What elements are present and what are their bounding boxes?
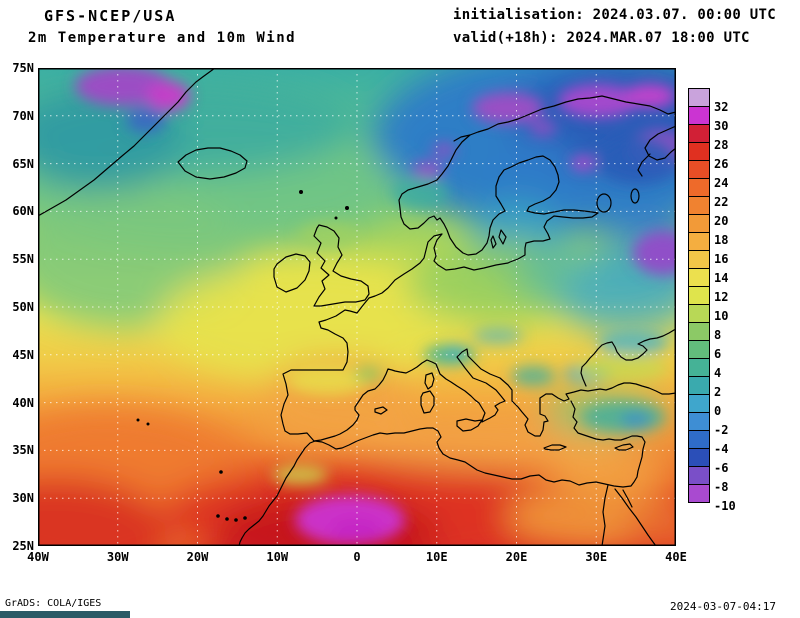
colorbar-level-label: -10 bbox=[714, 499, 736, 513]
generation-timestamp: 2024-03-07-04:17 bbox=[670, 600, 776, 613]
colorbar-level-label: 30 bbox=[714, 119, 729, 133]
colorbar-segment bbox=[688, 340, 710, 359]
colorbar-segment bbox=[688, 106, 710, 125]
map-frame bbox=[38, 68, 676, 546]
colorbar-segment bbox=[688, 124, 710, 143]
x-tick-label: 10W bbox=[266, 550, 289, 564]
coastline-red-sea bbox=[614, 488, 657, 546]
coastline-white-sea bbox=[637, 125, 676, 177]
coastline-iceland bbox=[177, 147, 248, 180]
x-tick-label: 40E bbox=[665, 550, 687, 564]
temperature-blobs-large bbox=[38, 68, 676, 546]
colorbar-segment bbox=[688, 88, 710, 107]
colorbar-level-label: 32 bbox=[714, 100, 729, 114]
y-tick-label: 55N bbox=[12, 252, 34, 267]
colorbar-segment bbox=[688, 214, 710, 233]
x-tick-label: 30W bbox=[106, 550, 129, 564]
x-tick-label: 40W bbox=[27, 550, 49, 564]
x-tick-label: 0 bbox=[353, 550, 361, 564]
colorbar-level-label: -8 bbox=[714, 480, 729, 494]
colorbar-segment bbox=[688, 466, 710, 485]
coastline-black-sea-north bbox=[580, 328, 676, 387]
islands-atlantic bbox=[136, 190, 349, 522]
colorbar-level-label: -2 bbox=[714, 423, 729, 437]
colorbar-segment bbox=[688, 412, 710, 431]
y-tick-label: 40N bbox=[12, 395, 34, 410]
lake-onega bbox=[630, 188, 640, 204]
colorbar-level-label: 4 bbox=[714, 366, 722, 380]
colorbar-segment bbox=[688, 160, 710, 179]
y-tick-label: 50N bbox=[12, 300, 34, 314]
colorbar-level-label: 2 bbox=[714, 385, 722, 399]
colorbar-level-label: 28 bbox=[714, 138, 729, 152]
colorbar-level-label: 20 bbox=[714, 214, 729, 228]
colorbar-level-label: 22 bbox=[714, 195, 729, 209]
y-tick-label: 30N bbox=[12, 491, 34, 506]
colorbar-segment bbox=[688, 304, 710, 323]
coastline-great-britain bbox=[313, 224, 370, 307]
colorbar-segment bbox=[688, 484, 710, 503]
islands-baltic bbox=[490, 229, 507, 249]
temperature-blobs-small bbox=[75, 68, 676, 545]
colorbar-level-label: 8 bbox=[714, 328, 722, 342]
colorbar-segment bbox=[688, 394, 710, 413]
colorbar-segment bbox=[688, 178, 710, 197]
colorbar-segment bbox=[688, 232, 710, 251]
colorbar-level-label: 10 bbox=[714, 309, 729, 323]
temperature-map bbox=[38, 68, 676, 546]
coastlines bbox=[38, 68, 676, 546]
x-tick-label: 10E bbox=[425, 550, 448, 564]
colorbar-segment bbox=[688, 430, 710, 449]
lake-ladoga bbox=[596, 193, 612, 213]
river-nile bbox=[601, 484, 609, 546]
colorbar-segment bbox=[688, 358, 710, 377]
coastline-turkey-levant-africa bbox=[238, 400, 646, 546]
temperature-field bbox=[38, 68, 676, 546]
x-tick-label: 20W bbox=[186, 550, 209, 564]
y-tick-label: 60N bbox=[12, 204, 34, 219]
coastline-continental-europe bbox=[280, 95, 676, 442]
colorbar-segment bbox=[688, 448, 710, 467]
colorbar-segment bbox=[688, 268, 710, 287]
y-tick-label: 75N bbox=[12, 61, 34, 75]
colorbar-level-label: -6 bbox=[714, 461, 729, 475]
map-plot-area bbox=[38, 68, 676, 546]
x-tick-label: 20E bbox=[505, 550, 528, 564]
colorbar-segment bbox=[688, 286, 710, 305]
lofoten-islands bbox=[453, 134, 471, 142]
y-tick-label: 65N bbox=[12, 156, 34, 171]
coastline-greenland bbox=[38, 68, 216, 217]
x-tick-label: 30E bbox=[585, 550, 608, 564]
colorbar-level-label: -4 bbox=[714, 442, 729, 456]
valid-time-label: valid(+18h): 2024.MAR.07 18:00 UTC bbox=[453, 30, 750, 46]
colorbar-level-label: 24 bbox=[714, 176, 729, 190]
colorbar-segment bbox=[688, 322, 710, 341]
y-tick-label: 35N bbox=[12, 443, 34, 458]
colorbar-level-label: 0 bbox=[714, 404, 722, 418]
colorbar-level-label: 6 bbox=[714, 347, 722, 361]
colorbar-swatches bbox=[688, 88, 710, 503]
grads-credit: GrADS: COLA/IGES bbox=[5, 598, 102, 609]
coastline-ireland bbox=[273, 253, 311, 293]
colorbar bbox=[688, 88, 710, 503]
colorbar-level-label: 12 bbox=[714, 290, 729, 304]
grads-terminal-strip bbox=[0, 611, 130, 618]
islands-mediterranean bbox=[374, 372, 634, 451]
colorbar-level-label: 16 bbox=[714, 252, 729, 266]
model-title: GFS-NCEP/USA bbox=[44, 7, 177, 25]
colorbar-segment bbox=[688, 376, 710, 395]
colorbar-segment bbox=[688, 142, 710, 161]
colorbar-segment bbox=[688, 196, 710, 215]
y-tick-label: 25N bbox=[12, 539, 34, 553]
colorbar-level-label: 18 bbox=[714, 233, 729, 247]
init-time-label: initialisation: 2024.03.07. 00:00 UTC bbox=[453, 7, 776, 23]
y-tick-label: 70N bbox=[12, 108, 34, 123]
colorbar-level-label: 26 bbox=[714, 157, 729, 171]
product-title: 2m Temperature and 10m Wind bbox=[28, 30, 297, 46]
gridlines bbox=[38, 68, 676, 546]
colorbar-segment bbox=[688, 250, 710, 269]
y-tick-label: 45N bbox=[12, 347, 34, 362]
colorbar-level-label: 14 bbox=[714, 271, 729, 285]
